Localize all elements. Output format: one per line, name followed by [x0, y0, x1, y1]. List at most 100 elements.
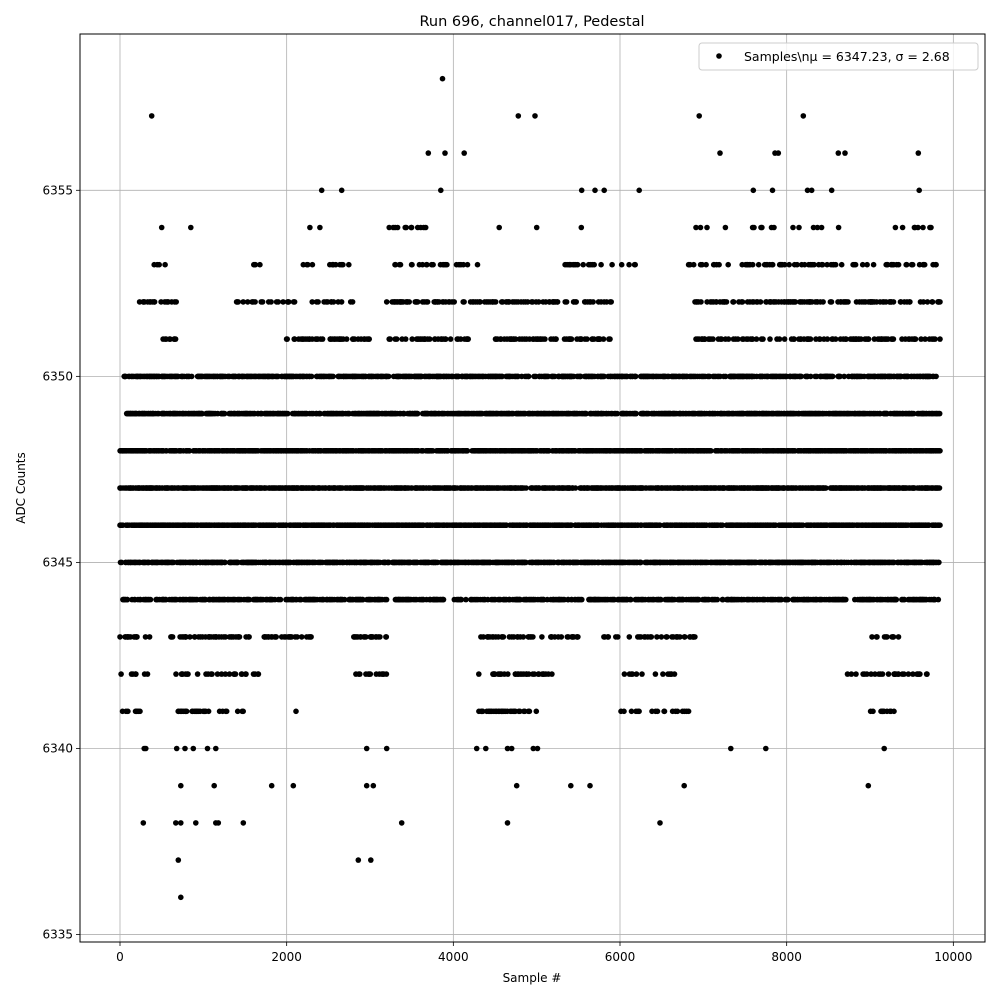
data-point — [383, 634, 390, 640]
data-point — [629, 671, 636, 677]
data-point — [383, 671, 390, 677]
data-point — [661, 708, 668, 715]
data-point — [222, 671, 229, 677]
data-point — [517, 708, 523, 715]
data-point — [648, 634, 655, 640]
data-point — [626, 634, 633, 640]
data-point — [308, 634, 314, 640]
data-point — [134, 634, 140, 640]
data-point — [523, 485, 529, 491]
data-point — [383, 596, 390, 603]
data-point — [142, 634, 149, 640]
data-point — [639, 671, 645, 677]
data-point — [531, 671, 538, 677]
data-point — [549, 671, 555, 677]
data-point — [658, 596, 664, 603]
data-point — [500, 634, 507, 640]
data-point — [117, 634, 123, 640]
data-point — [223, 708, 230, 715]
data-point — [895, 634, 902, 640]
data-point — [848, 671, 855, 677]
data-point — [874, 634, 880, 640]
data-point — [660, 671, 666, 677]
data-point — [124, 596, 131, 603]
data-point — [246, 596, 253, 603]
data-point — [869, 634, 875, 640]
data-point — [910, 671, 916, 677]
data-point — [615, 634, 621, 640]
data-point — [440, 596, 447, 603]
data-point — [696, 596, 702, 603]
data-point — [360, 596, 366, 603]
data-point — [870, 708, 876, 715]
data-point — [652, 671, 659, 677]
data-point — [621, 671, 628, 677]
data-point — [936, 485, 943, 491]
data-point — [720, 596, 726, 603]
data-point — [284, 410, 291, 417]
data-point — [222, 559, 228, 566]
data-point — [133, 671, 139, 677]
data-point — [893, 596, 900, 603]
data-point — [692, 634, 698, 640]
data-point — [357, 671, 363, 677]
data-point — [575, 634, 581, 640]
data-point — [633, 671, 640, 677]
data-points — [117, 75, 943, 901]
data-point — [868, 671, 874, 677]
data-point — [118, 559, 125, 566]
data-point — [558, 634, 565, 640]
data-point — [273, 634, 280, 640]
data-point — [458, 596, 465, 603]
data-point — [579, 596, 585, 603]
data-point — [785, 596, 791, 603]
data-point — [293, 708, 299, 715]
data-point — [677, 634, 683, 640]
data-point — [844, 671, 851, 677]
data-point — [232, 671, 239, 677]
data-point — [234, 708, 241, 715]
data-point — [884, 634, 890, 640]
data-point — [341, 596, 348, 603]
data-point — [240, 708, 246, 715]
data-point — [183, 708, 190, 715]
data-point — [671, 671, 678, 677]
data-point — [205, 708, 212, 715]
chart-title: Run 696, channel017, Pedestal — [419, 14, 644, 30]
data-point — [144, 671, 151, 677]
data-point — [194, 671, 201, 677]
data-point — [937, 522, 943, 528]
data-point — [255, 671, 262, 677]
data-point — [891, 708, 897, 715]
data-point — [125, 708, 131, 715]
data-point — [664, 634, 670, 640]
data-point — [654, 708, 661, 715]
data-point — [654, 634, 660, 640]
data-point — [520, 634, 527, 640]
data-point — [187, 634, 193, 640]
data-point — [367, 671, 374, 677]
data-point — [226, 671, 233, 677]
data-point — [685, 708, 692, 715]
data-point — [905, 671, 912, 677]
data-point — [530, 634, 536, 640]
data-point — [879, 671, 886, 677]
data-point — [628, 708, 635, 715]
data-point — [463, 596, 469, 603]
data-point — [628, 596, 634, 603]
data-point — [636, 708, 642, 715]
data-point — [885, 671, 892, 677]
data-point — [714, 596, 721, 603]
data-point — [674, 708, 681, 715]
data-point — [298, 634, 305, 640]
data-point — [209, 671, 215, 677]
data-point — [246, 634, 252, 640]
data-point — [901, 671, 907, 677]
data-point — [243, 671, 249, 677]
data-point — [183, 634, 189, 640]
data-point — [682, 634, 688, 640]
data-point — [853, 671, 859, 677]
data-point — [864, 671, 870, 677]
data-point — [173, 671, 179, 677]
data-point — [895, 671, 902, 677]
